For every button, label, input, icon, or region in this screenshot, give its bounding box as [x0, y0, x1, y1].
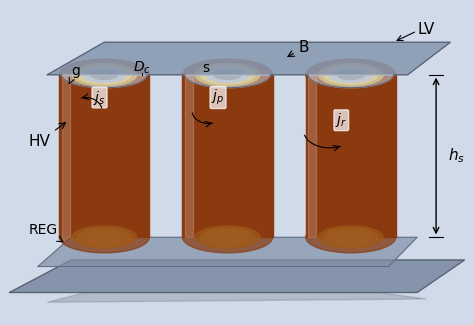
- Text: HV: HV: [28, 123, 65, 149]
- Ellipse shape: [337, 233, 364, 242]
- Ellipse shape: [337, 70, 364, 79]
- Ellipse shape: [182, 222, 273, 253]
- Bar: [308, 75, 316, 237]
- Ellipse shape: [91, 233, 118, 242]
- Text: $h_s$: $h_s$: [448, 147, 465, 165]
- Polygon shape: [9, 260, 465, 292]
- Text: LV: LV: [418, 22, 435, 37]
- Polygon shape: [308, 75, 393, 88]
- Bar: [195, 75, 260, 237]
- Bar: [319, 75, 383, 237]
- Bar: [337, 75, 364, 237]
- Bar: [72, 75, 137, 237]
- Ellipse shape: [77, 228, 131, 247]
- Bar: [82, 75, 126, 237]
- Polygon shape: [62, 75, 147, 88]
- Bar: [206, 75, 249, 237]
- Ellipse shape: [82, 230, 126, 245]
- Ellipse shape: [319, 63, 383, 86]
- Polygon shape: [38, 237, 417, 266]
- Bar: [59, 75, 149, 237]
- Ellipse shape: [59, 222, 149, 253]
- Bar: [214, 75, 241, 237]
- Ellipse shape: [59, 59, 149, 90]
- Ellipse shape: [306, 222, 396, 253]
- Bar: [91, 75, 118, 237]
- Ellipse shape: [72, 63, 137, 86]
- Text: s: s: [202, 61, 210, 75]
- Bar: [182, 75, 273, 237]
- Text: g: g: [69, 64, 80, 84]
- Text: $j_r$: $j_r$: [335, 111, 347, 129]
- Ellipse shape: [206, 230, 249, 245]
- Ellipse shape: [182, 59, 273, 90]
- Ellipse shape: [91, 70, 118, 79]
- Polygon shape: [47, 292, 427, 302]
- Text: $j_s$: $j_s$: [93, 88, 106, 107]
- Bar: [306, 75, 396, 237]
- Bar: [185, 75, 193, 237]
- Ellipse shape: [214, 233, 241, 242]
- Text: $j_p$: $j_p$: [211, 88, 225, 107]
- Bar: [62, 75, 70, 237]
- Polygon shape: [47, 42, 450, 75]
- Ellipse shape: [306, 59, 396, 90]
- Ellipse shape: [329, 230, 373, 245]
- Bar: [201, 75, 255, 237]
- Bar: [77, 75, 131, 237]
- Bar: [324, 75, 378, 237]
- Ellipse shape: [324, 65, 378, 84]
- Ellipse shape: [206, 67, 249, 82]
- Ellipse shape: [319, 226, 383, 249]
- Ellipse shape: [201, 228, 255, 247]
- Text: $D_c$: $D_c$: [133, 60, 151, 76]
- Ellipse shape: [77, 65, 131, 84]
- Ellipse shape: [195, 63, 260, 86]
- Ellipse shape: [214, 70, 241, 79]
- Ellipse shape: [329, 67, 373, 82]
- Ellipse shape: [72, 226, 137, 249]
- Text: B: B: [288, 40, 309, 57]
- Text: REG: REG: [28, 223, 63, 242]
- Ellipse shape: [324, 228, 378, 247]
- Ellipse shape: [195, 226, 260, 249]
- Polygon shape: [185, 75, 270, 88]
- Bar: [329, 75, 373, 237]
- Ellipse shape: [201, 65, 255, 84]
- Ellipse shape: [82, 67, 126, 82]
